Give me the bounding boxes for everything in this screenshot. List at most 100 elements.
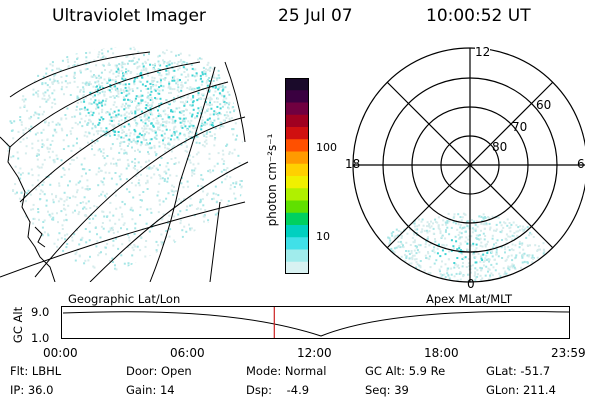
emission-pixel — [402, 271, 405, 274]
emission-pixel — [414, 228, 417, 231]
emission-pixel — [491, 274, 494, 277]
emission-pixel — [480, 269, 483, 272]
emission-pixel — [83, 196, 86, 199]
emission-pixel — [181, 126, 184, 129]
emission-pixel — [133, 63, 136, 65]
emission-pixel — [484, 216, 486, 219]
emission-pixel — [208, 117, 211, 120]
emission-pixel — [125, 72, 128, 75]
emission-pixel — [466, 248, 468, 251]
emission-pixel — [134, 99, 137, 102]
colorbar-band — [286, 188, 308, 201]
emission-pixel — [42, 128, 45, 131]
emission-pixel — [441, 260, 443, 263]
emission-pixel — [444, 246, 447, 249]
emission-pixel — [528, 234, 530, 237]
emission-pixel — [38, 185, 41, 188]
emission-pixel — [481, 277, 484, 280]
emission-pixel — [139, 214, 142, 217]
emission-pixel — [60, 159, 63, 162]
emission-pixel — [142, 69, 145, 71]
emission-pixel — [412, 241, 415, 244]
emission-pixel — [115, 75, 118, 78]
emission-pixel — [122, 83, 125, 86]
emission-pixel — [86, 179, 89, 182]
emission-pixel — [150, 167, 153, 170]
emission-pixel — [170, 109, 173, 112]
emission-pixel — [85, 47, 87, 50]
emission-pixel — [32, 208, 35, 211]
emission-pixel — [150, 146, 153, 149]
emission-pixel — [416, 225, 419, 228]
emission-pixel — [144, 119, 147, 122]
emission-pixel — [201, 71, 204, 74]
emission-pixel — [249, 168, 250, 170]
emission-pixel — [162, 213, 165, 216]
status-gain: Gain: 14 — [126, 383, 175, 397]
emission-pixel — [227, 103, 230, 106]
emission-pixel — [460, 232, 463, 235]
emission-pixel — [509, 226, 512, 229]
emission-pixel — [51, 150, 54, 153]
emission-pixel — [145, 124, 148, 127]
emission-pixel — [216, 105, 219, 108]
emission-pixel — [153, 165, 156, 168]
emission-pixel — [399, 240, 402, 243]
emission-pixel — [126, 139, 129, 142]
emission-pixel — [429, 266, 432, 269]
emission-pixel — [228, 101, 231, 104]
emission-pixel — [173, 138, 176, 141]
emission-pixel — [51, 64, 54, 67]
emission-pixel — [200, 174, 203, 177]
emission-pixel — [479, 274, 482, 277]
emission-pixel — [475, 261, 478, 264]
emission-pixel — [94, 46, 97, 48]
emission-pixel — [66, 196, 69, 199]
emission-pixel — [145, 167, 148, 170]
emission-pixel — [105, 127, 108, 130]
emission-pixel — [55, 123, 58, 126]
emission-pixel — [483, 264, 485, 267]
emission-pixel — [197, 58, 199, 61]
emission-pixel — [47, 232, 49, 235]
emission-pixel — [173, 97, 175, 100]
emission-pixel — [428, 255, 431, 258]
emission-pixel — [44, 82, 47, 85]
emission-pixel — [412, 270, 415, 273]
emission-pixel — [127, 69, 130, 72]
emission-pixel — [178, 111, 181, 114]
emission-pixel — [131, 112, 134, 115]
emission-pixel — [484, 274, 487, 277]
emission-pixel — [415, 246, 418, 249]
emission-pixel — [35, 154, 38, 157]
emission-pixel — [51, 212, 54, 215]
emission-pixel — [514, 256, 517, 259]
emission-pixel — [18, 197, 21, 200]
emission-pixel — [36, 113, 39, 116]
emission-pixel — [155, 84, 158, 87]
emission-pixel — [216, 77, 219, 80]
emission-pixel — [475, 243, 478, 246]
emission-pixel — [165, 120, 168, 123]
emission-pixel — [41, 139, 44, 142]
emission-pixel — [203, 140, 206, 143]
emission-pixel — [477, 273, 479, 276]
emission-pixel — [82, 207, 84, 210]
emission-pixel — [53, 98, 56, 101]
emission-pixel — [120, 148, 123, 151]
emission-pixel — [108, 219, 111, 222]
emission-pixel — [200, 124, 203, 127]
colorbar-band — [286, 102, 308, 116]
emission-pixel — [34, 133, 37, 136]
emission-pixel — [86, 123, 89, 126]
emission-pixel — [539, 248, 541, 251]
emission-pixel — [85, 188, 88, 191]
emission-pixel — [82, 90, 85, 93]
emission-pixel — [109, 201, 112, 204]
emission-pixel — [89, 94, 92, 96]
emission-pixel — [123, 222, 126, 225]
emission-pixel — [85, 215, 88, 218]
emission-pixel — [114, 87, 117, 90]
emission-pixel — [212, 80, 215, 82]
emission-pixel — [123, 149, 126, 152]
